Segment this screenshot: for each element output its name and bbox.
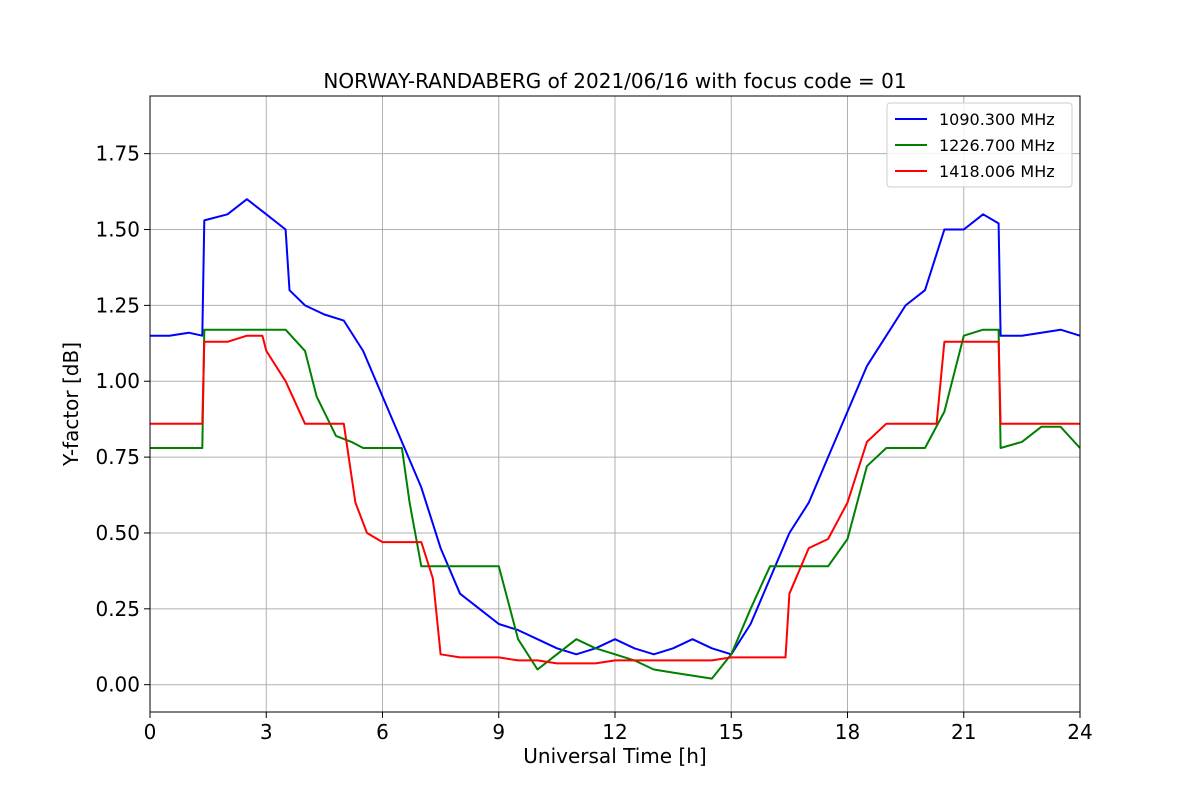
y-tick-label: 0.75 [95,445,140,469]
y-tick-label: 0.25 [95,597,140,621]
y-axis: 0.00 0.25 0.50 0.75 1.00 1.25 1.50 1.75 [95,142,150,697]
chart-title: NORWAY-RANDABERG of 2021/06/16 with focu… [323,69,906,93]
legend-box [886,102,1073,188]
x-tick-label: 0 [144,720,157,744]
x-tick-label: 24 [1067,720,1092,744]
series-line-0 [150,198,1081,656]
legend-label-1090: 1090.300 MHz [939,110,1055,129]
x-axis-label: Universal Time [h] [523,744,706,768]
legend: 1090.300 MHz 1226.700 MHz 1418.006 MHz [886,102,1073,188]
legend-label-1226: 1226.700 MHz [939,136,1055,155]
y-tick-label: 0.00 [95,673,140,697]
series-line-1 [150,328,1081,680]
x-axis: 0 3 6 9 12 15 18 21 24 [144,712,1093,744]
y-tick-label: 1.75 [95,142,140,166]
x-tick-label: 6 [376,720,389,744]
series-layer [150,198,1081,680]
y-axis-label: Y-factor [dB] [59,342,83,467]
y-tick-label: 0.50 [95,521,140,545]
x-tick-label: 9 [492,720,505,744]
y-tick-label: 1.00 [95,369,140,393]
x-tick-label: 21 [951,720,976,744]
y-tick-label: 1.25 [95,293,140,317]
x-tick-label: 15 [719,720,744,744]
y-tick-label: 1.50 [95,218,140,242]
series-line-2 [150,334,1080,665]
x-tick-label: 3 [260,720,273,744]
x-tick-label: 18 [835,720,860,744]
legend-label-1418: 1418.006 MHz [939,162,1055,181]
x-tick-label: 12 [602,720,627,744]
